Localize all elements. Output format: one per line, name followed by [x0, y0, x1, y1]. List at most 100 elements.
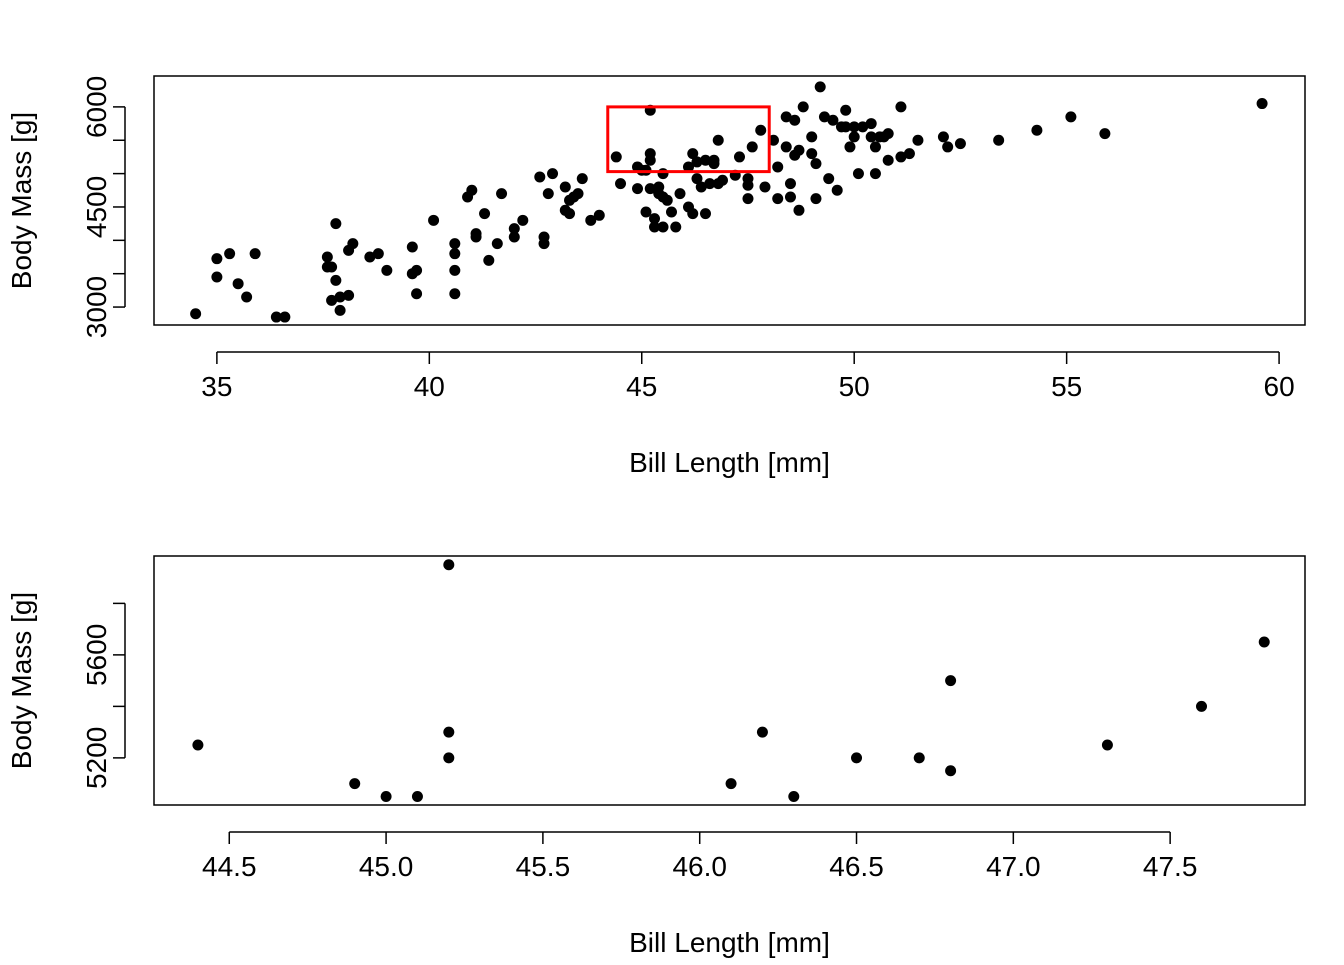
point [806, 131, 818, 143]
highlight-box [606, 105, 771, 174]
point [793, 204, 805, 216]
point [538, 238, 550, 250]
point [708, 158, 720, 170]
point [699, 208, 711, 220]
point [823, 173, 835, 185]
point [869, 141, 881, 153]
y-axis-title: Body Mass [g] [6, 112, 37, 289]
point [784, 191, 796, 203]
point [704, 178, 716, 190]
point [865, 131, 877, 143]
x-tick-label: 47.5 [1143, 851, 1198, 882]
point [279, 311, 291, 323]
point [411, 288, 423, 300]
point [755, 124, 767, 136]
point [449, 248, 461, 260]
y-tick-label: 4500 [81, 176, 112, 238]
x-tick-label: 55 [1051, 371, 1082, 402]
point [670, 221, 682, 233]
plot-frame [153, 555, 1306, 806]
x-tick-label: 45.5 [516, 851, 571, 882]
point [912, 134, 924, 146]
point [380, 791, 392, 803]
point [406, 241, 418, 253]
point [831, 184, 843, 196]
point [449, 238, 461, 250]
point [443, 752, 455, 764]
point [1099, 128, 1111, 140]
point [903, 148, 915, 160]
y-tick-label: 6000 [81, 76, 112, 138]
point [1196, 700, 1208, 712]
point [733, 151, 745, 163]
point [334, 291, 346, 303]
point [882, 128, 894, 140]
point [232, 278, 244, 290]
point [695, 181, 707, 193]
point [789, 114, 801, 126]
point [895, 151, 907, 163]
point [913, 752, 925, 764]
point [428, 214, 440, 226]
point [241, 291, 253, 303]
point [772, 161, 784, 173]
y-axis-title: Body Mass [g] [6, 592, 37, 769]
point [534, 171, 546, 183]
point [443, 726, 455, 738]
point [1256, 98, 1268, 110]
point [742, 179, 754, 191]
x-tick-label: 47.0 [986, 851, 1041, 882]
point [508, 223, 520, 235]
point [937, 131, 949, 143]
point [869, 168, 881, 180]
x-tick-label: 46.0 [672, 851, 727, 882]
point [818, 111, 830, 123]
y-tick-label: 5200 [81, 727, 112, 789]
x-tick-label: 50 [839, 371, 870, 402]
point [756, 726, 768, 738]
point [827, 114, 839, 126]
point [691, 156, 703, 168]
point [682, 161, 694, 173]
point [443, 559, 455, 571]
point [788, 791, 800, 803]
x-tick-label: 44.5 [202, 851, 257, 882]
point [466, 184, 478, 196]
point [844, 141, 856, 153]
point [470, 231, 482, 243]
point [321, 251, 333, 263]
point [780, 111, 792, 123]
point [334, 304, 346, 316]
point [725, 778, 737, 790]
point [211, 253, 223, 265]
point [559, 181, 571, 193]
x-tick-label: 35 [201, 371, 232, 402]
point [644, 183, 656, 195]
x-tick-label: 60 [1264, 371, 1295, 402]
point [945, 765, 957, 777]
point [517, 214, 529, 226]
point [882, 154, 894, 166]
point [1101, 739, 1113, 751]
point [687, 148, 699, 160]
point [1258, 636, 1270, 648]
point [610, 151, 622, 163]
point [326, 294, 338, 306]
point [249, 248, 261, 260]
point [814, 81, 826, 93]
point [644, 154, 656, 166]
point [954, 138, 966, 150]
point [542, 188, 554, 200]
point [593, 209, 605, 221]
point [857, 121, 869, 133]
x-axis-title: Bill Length [mm] [629, 927, 830, 958]
point [780, 141, 792, 153]
point [716, 174, 728, 186]
y-tick-label: 5600 [81, 624, 112, 686]
x-tick-label: 45 [626, 371, 657, 402]
x-axis-title: Bill Length [mm] [629, 447, 830, 478]
point [649, 213, 661, 225]
point [657, 221, 669, 233]
point [691, 173, 703, 185]
point [840, 104, 852, 116]
